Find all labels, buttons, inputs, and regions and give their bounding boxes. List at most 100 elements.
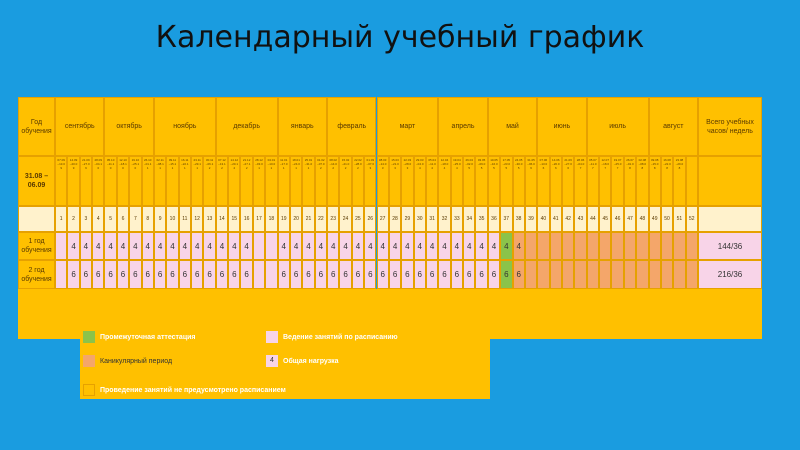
schedule-cell-empty [252, 232, 266, 260]
holiday-cell [574, 260, 587, 289]
week-number: 44 [586, 206, 600, 232]
week-number: 4 [92, 206, 105, 232]
schedule-cell: 6 [215, 260, 229, 289]
schedule-cell: 6 [314, 260, 328, 289]
week-date: 09.11–15.11 [166, 156, 179, 206]
schedule-cell: 6 [388, 260, 402, 289]
schedule-cell: 4 [166, 232, 179, 260]
schedule-cell: 4 [339, 232, 352, 260]
schedule-cell: 6 [277, 260, 290, 289]
week-number: 47 [623, 206, 637, 232]
week-number: 25 [351, 206, 365, 232]
month-header: декабрь [215, 97, 278, 156]
holiday-cell [673, 232, 686, 260]
week-date: 15.02–21.02 [339, 156, 352, 206]
schedule-cell: 6 [289, 260, 303, 289]
week-number: 37 [500, 206, 513, 232]
holiday-cell [660, 232, 674, 260]
week-date: 21.09–27.09 [79, 156, 93, 206]
week-date: 19.04–25.04 [450, 156, 464, 206]
schedule-cell: 4 [438, 232, 451, 260]
week-date: 19.10–25.10 [129, 156, 142, 206]
schedule-cell: 4 [203, 232, 216, 260]
week-date: 08.03–14.03 [376, 156, 389, 206]
month-header: июнь [537, 97, 587, 156]
week-number: 13 [203, 206, 216, 232]
week-date: 22.02–28.02 [351, 156, 365, 206]
week-date: 09.08–15.08 [648, 156, 661, 206]
week-date: 16.08–22.08 [660, 156, 674, 206]
schedule-cell: 4 [289, 232, 303, 260]
assessment-cell: 4 [500, 232, 513, 260]
week-number: 12 [191, 206, 204, 232]
week-date: 23.11–29.11 [191, 156, 204, 206]
month-header: сентябрь [55, 97, 105, 156]
schedule-cell: 4 [79, 232, 93, 260]
schedule-cell-empty [265, 232, 278, 260]
holiday-cell [685, 260, 698, 289]
week-date: 08.02–14.02 [327, 156, 340, 206]
week-number: 11 [178, 206, 191, 232]
schedule-cell: 4 [228, 232, 241, 260]
schedule-cell: 6 [364, 260, 377, 289]
schedule-cell: 6 [79, 260, 93, 289]
month-header: июль [586, 97, 649, 156]
schedule-cell: 6 [463, 260, 476, 289]
month-header: август [648, 97, 698, 156]
schedule-cell: 6 [228, 260, 241, 289]
week-number: 38 [512, 206, 525, 232]
week-date-empty [685, 156, 698, 206]
week-date: 17.05–23.05 [500, 156, 513, 206]
week-number: 40 [537, 206, 550, 232]
week-date: 30.11–06.12 [203, 156, 216, 206]
week-date: 26.07–01.08 [623, 156, 637, 206]
week-number: 1 [55, 206, 68, 232]
holiday-cell [574, 232, 587, 260]
schedule-cell: 4 [116, 232, 130, 260]
schedule-cell: 6 [104, 260, 117, 289]
legend-row: Проведение занятий не предусмотрено расп… [80, 382, 490, 399]
assessment-cell: 6 [500, 260, 513, 289]
week-date: 29.03–04.04 [413, 156, 426, 206]
legend-row: Промежуточная аттестация Ведение занятий… [80, 329, 490, 346]
holiday-cell [648, 232, 661, 260]
legend-swatch-load: 4 [266, 355, 278, 367]
holiday-cell [685, 232, 698, 260]
month-header: ноябрь [153, 97, 216, 156]
schedule-cell: 6 [413, 260, 426, 289]
schedule-cell: 4 [92, 232, 105, 260]
month-header: февраль [327, 97, 377, 156]
schedule-cell: 4 [178, 232, 191, 260]
schedule-cell: 6 [67, 260, 80, 289]
schedule-cell: 6 [401, 260, 414, 289]
schedule-cell-empty [55, 260, 68, 289]
schedule-cell: 6 [178, 260, 191, 289]
legend-swatch-holidays [83, 355, 95, 367]
schedule-cell: 6 [450, 260, 464, 289]
schedule-cell: 6 [376, 260, 389, 289]
week-date: 14.12–20.12 [228, 156, 241, 206]
week-number: 24 [339, 206, 352, 232]
schedule-cell: 4 [463, 232, 476, 260]
holiday-cell [611, 260, 624, 289]
week-date: 19.07–25.07 [611, 156, 624, 206]
schedule-cell-empty [252, 260, 266, 289]
schedule-cell: 4 [351, 232, 365, 260]
week-date: 14.09–20.09 [67, 156, 80, 206]
week-date: 04.01–10.01 [265, 156, 278, 206]
legend-label-no-classes: Проведение занятий не предусмотрено расп… [100, 387, 286, 394]
page-title: Календарный учебный график [155, 20, 645, 55]
legend-row: Каникулярный период 4 Общая нагрузка [80, 353, 490, 370]
schedule-cell: 4 [240, 232, 253, 260]
week-date: 12.10–18.10 [116, 156, 130, 206]
schedule-cell: 6 [302, 260, 315, 289]
schedule-cell: 4 [376, 232, 389, 260]
year-row-label: 2 год обучения [18, 260, 55, 289]
week-number: 48 [636, 206, 649, 232]
week-number: 2 [67, 206, 80, 232]
week-number: 10 [166, 206, 179, 232]
week-date: 21.06–27.06 [561, 156, 575, 206]
row-total: 144/36 [698, 232, 762, 260]
week-number: 8 [141, 206, 154, 232]
year-header: Год обучения [18, 97, 55, 156]
